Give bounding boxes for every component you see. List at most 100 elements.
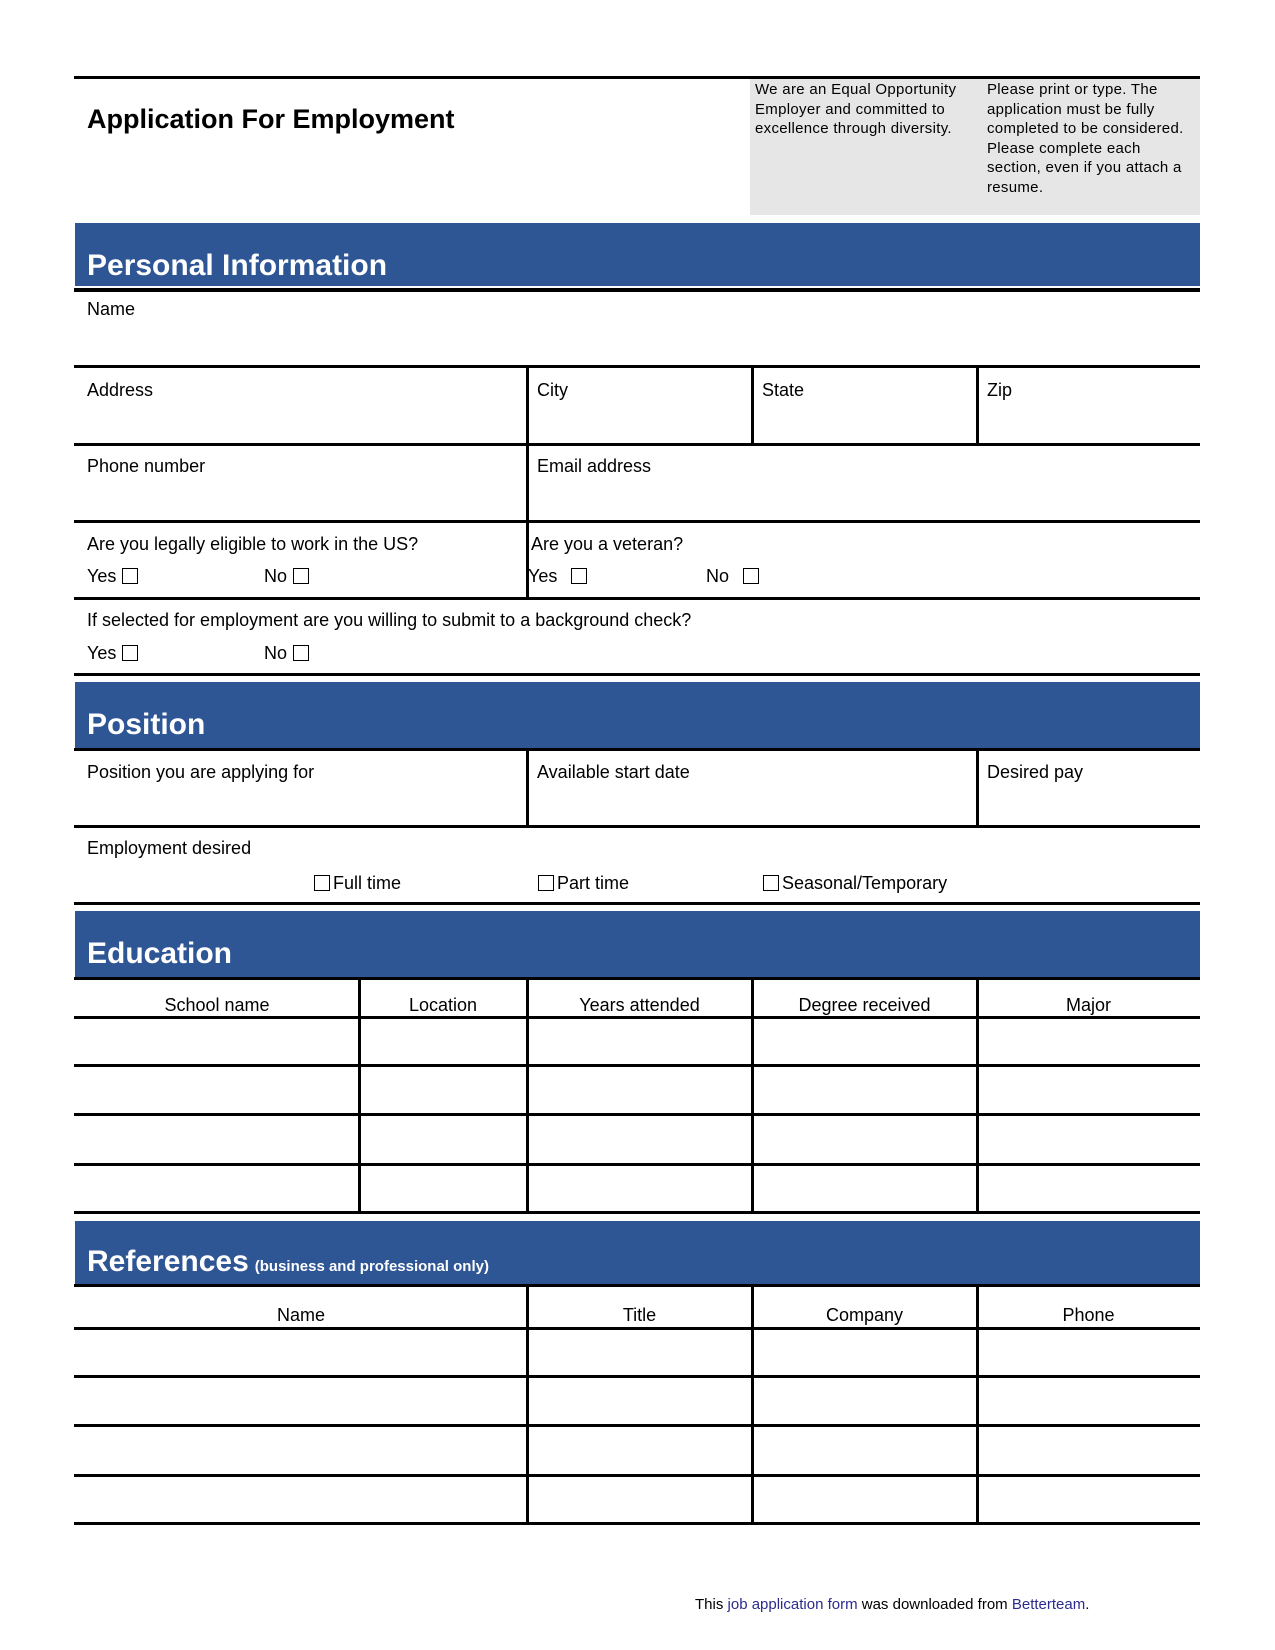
checkbox[interactable] xyxy=(538,875,554,891)
part-time-option[interactable]: Part time xyxy=(538,873,629,894)
option-label: Seasonal/Temporary xyxy=(782,873,948,893)
eligible-question: Are you legally eligible to work in the … xyxy=(87,534,419,554)
divider xyxy=(74,825,1200,828)
divider xyxy=(751,366,754,444)
position-band: Position xyxy=(75,682,1200,748)
checkbox[interactable] xyxy=(122,568,139,584)
full-time-option[interactable]: Full time xyxy=(314,873,401,894)
option-label: Part time xyxy=(557,873,630,893)
footer-text: was downloaded from xyxy=(857,1596,1012,1613)
table-row xyxy=(74,1474,1200,1477)
checkbox[interactable] xyxy=(763,875,779,891)
eeo-note: We are an Equal Opportunity Employer and… xyxy=(755,81,957,137)
table-row xyxy=(74,1064,1200,1067)
table-row xyxy=(74,1163,1200,1166)
zip-field[interactable]: Zip xyxy=(987,380,1013,400)
phone-field[interactable]: Phone number xyxy=(87,456,206,476)
job-application-link[interactable]: job application form xyxy=(727,1596,858,1613)
divider xyxy=(976,978,979,1212)
education-band: Education xyxy=(75,911,1200,977)
no-label: No xyxy=(264,643,288,663)
divider xyxy=(74,902,1200,905)
col-ref-name: Name xyxy=(276,1305,325,1325)
background-no[interactable]: No xyxy=(264,643,310,664)
city-field[interactable]: City xyxy=(537,380,568,400)
checkbox[interactable] xyxy=(293,568,310,584)
checkbox[interactable] xyxy=(571,568,588,584)
col-location: Location xyxy=(408,995,478,1015)
page-title: Application For Employment xyxy=(87,104,455,134)
yes-label: Yes xyxy=(87,643,117,663)
eligible-no[interactable]: No xyxy=(264,566,310,587)
divider xyxy=(74,443,1200,446)
background-question: If selected for employment are you willi… xyxy=(87,610,692,630)
footer: This job application form was downloaded… xyxy=(695,1596,1089,1613)
state-field[interactable]: State xyxy=(762,380,805,400)
veteran-yes[interactable]: Yes xyxy=(528,566,588,587)
checkbox[interactable] xyxy=(122,645,139,661)
name-field[interactable]: Name xyxy=(87,299,136,319)
info-box xyxy=(750,79,1200,215)
eligible-yes[interactable]: Yes xyxy=(87,566,139,587)
checkbox[interactable] xyxy=(743,568,760,584)
references-band: References (business and professional onl… xyxy=(75,1221,1200,1284)
desired-pay-field[interactable]: Desired pay xyxy=(987,762,1084,782)
col-ref-phone: Phone xyxy=(1062,1305,1115,1325)
section-heading: References xyxy=(87,1245,249,1278)
footer-text: This xyxy=(695,1596,728,1613)
section-heading: Position xyxy=(87,708,206,741)
table-row xyxy=(74,1522,1200,1525)
table-row xyxy=(74,1016,1200,1019)
employment-desired-label: Employment desired xyxy=(87,838,252,858)
divider xyxy=(74,365,1200,368)
background-yes[interactable]: Yes xyxy=(87,643,139,664)
divider xyxy=(976,366,979,444)
divider xyxy=(751,1285,754,1524)
table-row xyxy=(74,1113,1200,1116)
divider xyxy=(526,366,529,444)
top-rule xyxy=(74,76,1200,79)
betterteam-link[interactable]: Betterteam xyxy=(1011,1596,1086,1613)
footer-text: . xyxy=(1085,1596,1090,1613)
divider xyxy=(526,749,529,826)
section-subheading: (business and professional only) xyxy=(254,1258,489,1275)
section-heading: Personal Information xyxy=(87,249,388,282)
table-row xyxy=(74,1375,1200,1378)
divider xyxy=(74,520,1200,523)
divider xyxy=(74,288,1200,292)
divider xyxy=(74,748,1200,751)
position-field[interactable]: Position you are applying for xyxy=(87,762,315,782)
no-label: No xyxy=(264,566,288,586)
yes-label: Yes xyxy=(528,566,558,586)
personal-info-band: Personal Information xyxy=(75,223,1200,286)
table-row xyxy=(74,1424,1200,1427)
divider xyxy=(526,1285,529,1524)
table-row xyxy=(74,1327,1200,1330)
col-school-name: School name xyxy=(164,995,270,1015)
email-field[interactable]: Email address xyxy=(537,456,652,476)
start-date-field[interactable]: Available start date xyxy=(537,762,690,782)
divider xyxy=(74,1284,1200,1287)
checkbox[interactable] xyxy=(314,875,330,891)
col-years: Years attended xyxy=(579,995,700,1015)
address-field[interactable]: Address xyxy=(87,380,154,400)
col-ref-company: Company xyxy=(825,1305,904,1325)
col-ref-title: Title xyxy=(622,1305,657,1325)
section-heading: Education xyxy=(87,937,233,970)
seasonal-option[interactable]: Seasonal/Temporary xyxy=(763,873,947,894)
divider xyxy=(976,749,979,826)
divider xyxy=(358,978,361,1212)
col-major: Major xyxy=(1065,995,1111,1015)
option-label: Full time xyxy=(333,873,402,893)
divider xyxy=(526,978,529,1212)
veteran-no[interactable]: No xyxy=(706,566,760,587)
instructions-note: Please print or type. The application mu… xyxy=(987,81,1184,196)
table-row xyxy=(74,1211,1200,1214)
divider xyxy=(751,978,754,1212)
checkbox[interactable] xyxy=(293,645,310,661)
col-degree: Degree received xyxy=(798,995,931,1015)
divider xyxy=(74,977,1200,980)
yes-label: Yes xyxy=(87,566,117,586)
divider xyxy=(74,673,1200,676)
divider xyxy=(74,597,1200,600)
